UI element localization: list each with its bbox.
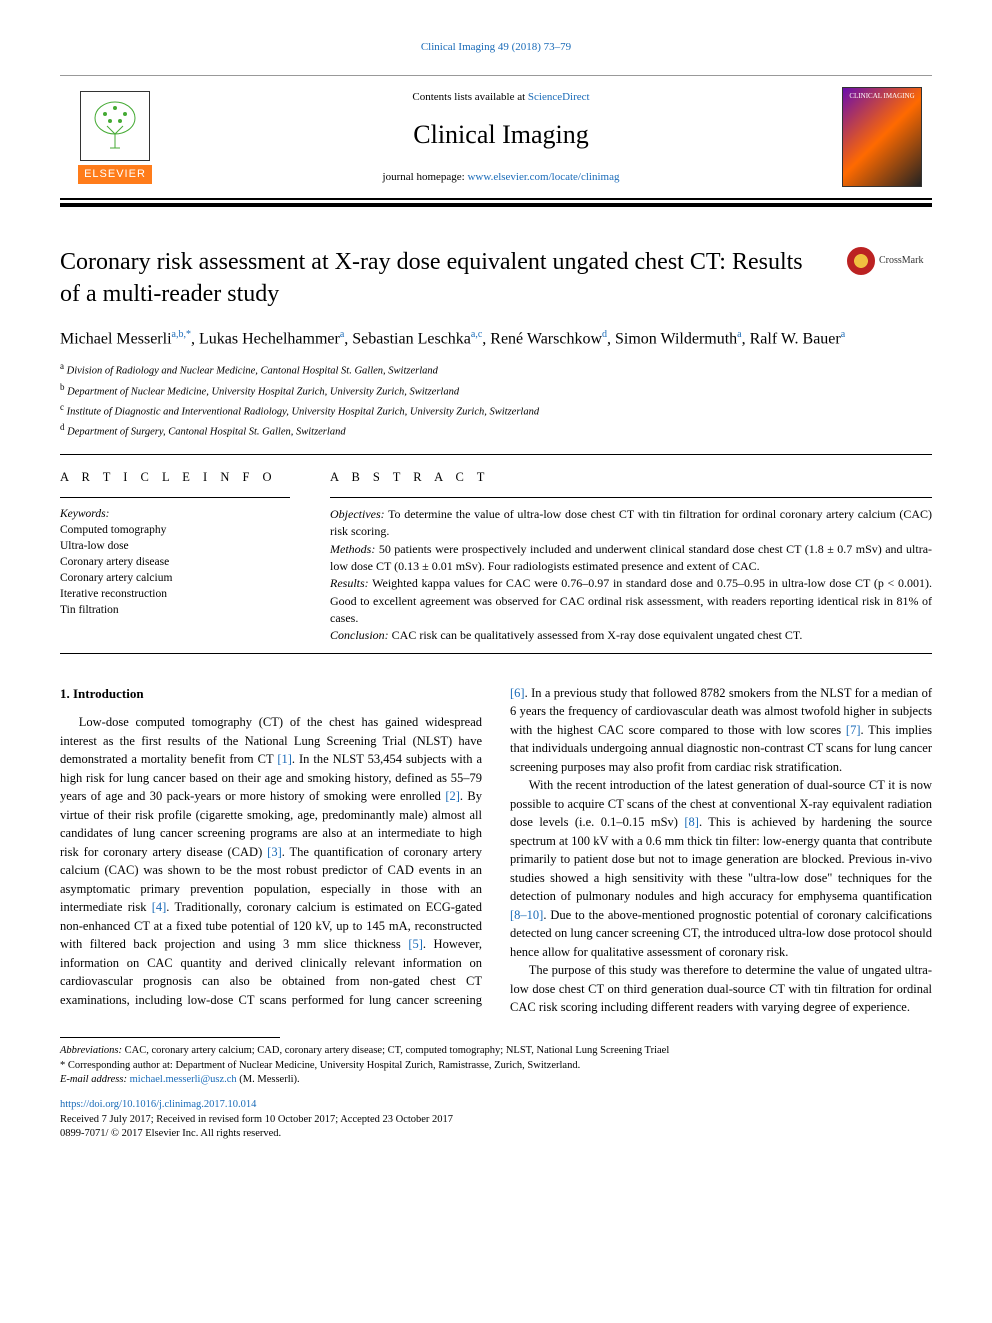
divider [60,454,932,455]
article-title: Coronary risk assessment at X-ray dose e… [60,247,827,309]
publisher-name: ELSEVIER [78,165,152,184]
ref-8-10[interactable]: [8–10] [510,908,543,922]
doi-block: https://doi.org/10.1016/j.clinimag.2017.… [60,1098,932,1142]
contents-line: Contents lists available at ScienceDirec… [178,90,824,105]
ref-5[interactable]: [5] [408,937,423,951]
abstract-methods: Methods: 50 patients were prospectively … [330,541,932,576]
abstract: A B S T R A C T Objectives: To determine… [330,469,932,645]
ref-8[interactable]: [8] [684,815,699,829]
keyword-item: Ultra-low dose [60,538,290,554]
authors: Michael Messerlia,b,*, Lukas Hechelhamme… [60,328,932,351]
keyword-item: Tin filtration [60,602,290,618]
ref-3[interactable]: [3] [267,845,282,859]
copyright-line: 0899-7071/ © 2017 Elsevier Inc. All righ… [60,1127,932,1142]
ref-7[interactable]: [7] [846,723,861,737]
running-head: Clinical Imaging 49 (2018) 73–79 [60,40,932,55]
ref-1[interactable]: [1] [277,752,292,766]
body-text: 1. Introduction Low-dose computed tomogr… [60,684,932,1017]
keyword-item: Iterative reconstruction [60,586,290,602]
journal-homepage-link[interactable]: www.elsevier.com/locate/clinimag [467,171,619,183]
keywords-label: Keywords: [60,506,290,522]
divider [60,653,932,654]
abstract-head: A B S T R A C T [330,469,932,487]
abstract-objectives: Objectives: To determine the value of ul… [330,506,932,541]
keyword-item: Coronary artery calcium [60,570,290,586]
publisher-logo: ELSEVIER [60,85,170,190]
affiliation-d: Department of Surgery, Cantonal Hospital… [67,427,345,438]
abstract-conclusion: Conclusion: CAC risk can be qualitativel… [330,627,932,644]
banner-right: CLINICAL IMAGING [832,81,932,193]
journal-name: Clinical Imaging [178,117,824,153]
banner-rule [60,203,932,207]
article-info: A R T I C L E I N F O Keywords: Computed… [60,469,290,645]
journal-cover-icon: CLINICAL IMAGING [842,87,922,187]
affiliation-b: Department of Nuclear Medicine, Universi… [67,386,459,397]
banner-center: Contents lists available at ScienceDirec… [170,82,832,193]
affiliations: a Division of Radiology and Nuclear Medi… [60,360,932,440]
journal-banner: ELSEVIER Contents lists available at Sci… [60,75,932,200]
sciencedirect-link[interactable]: ScienceDirect [528,91,590,103]
ref-4[interactable]: [4] [152,900,167,914]
abstract-results: Results: Weighted kappa values for CAC w… [330,575,932,627]
footnotes: Abbreviations: CAC, coronary artery calc… [60,1044,932,1088]
keywords-list: Computed tomographyUltra-low doseCoronar… [60,522,290,619]
keyword-item: Computed tomography [60,522,290,538]
ref-2[interactable]: [2] [445,789,460,803]
homepage-line: journal homepage: www.elsevier.com/locat… [178,170,824,185]
intro-heading: 1. Introduction [60,684,482,703]
keyword-item: Coronary artery disease [60,554,290,570]
received-line: Received 7 July 2017; Received in revise… [60,1113,932,1128]
running-head-link[interactable]: Clinical Imaging 49 (2018) 73–79 [421,41,571,53]
doi-link[interactable]: https://doi.org/10.1016/j.clinimag.2017.… [60,1099,256,1110]
crossmark-icon [847,247,875,275]
article-info-head: A R T I C L E I N F O [60,469,290,487]
footnote-rule [60,1037,280,1038]
crossmark-badge[interactable]: CrossMark [847,247,932,275]
ref-6[interactable]: [6] [510,686,525,700]
affiliation-c: Institute of Diagnostic and Intervention… [67,406,539,417]
affiliation-a: Division of Radiology and Nuclear Medici… [67,366,438,377]
email-link[interactable]: michael.messerli@usz.ch [130,1074,237,1085]
elsevier-tree-icon [80,91,150,161]
